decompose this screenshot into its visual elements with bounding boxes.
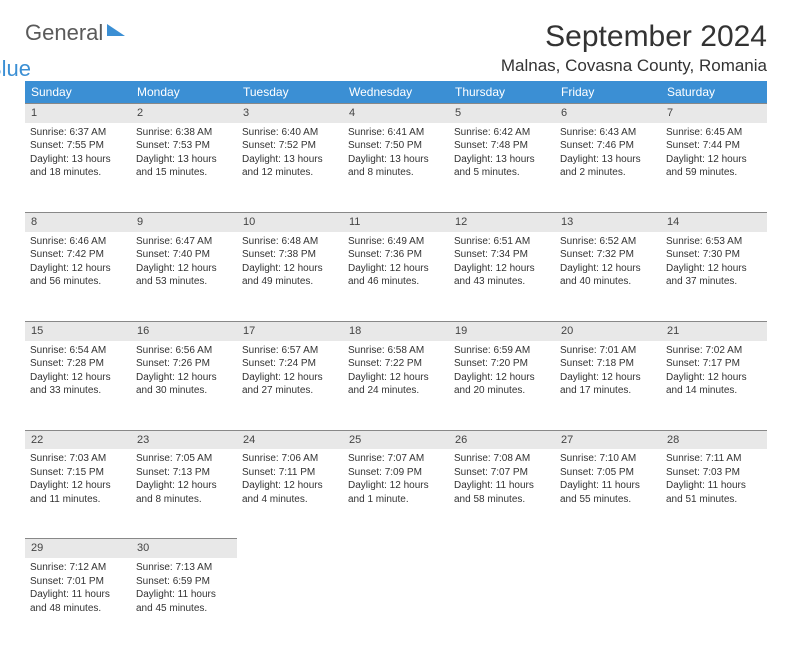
daynum: 29 [25,539,131,558]
day-cell: Sunrise: 7:13 AMSunset: 6:59 PMDaylight:… [131,558,237,647]
day-cell: Sunrise: 6:53 AMSunset: 7:30 PMDaylight:… [661,232,767,322]
weekday-header: Sunday [25,81,131,104]
daynum-empty [343,539,449,558]
logo-text-main: General [25,20,103,46]
day-cell: Sunrise: 6:52 AMSunset: 7:32 PMDaylight:… [555,232,661,322]
daynum: 1 [25,104,131,123]
day-cell: Sunrise: 6:43 AMSunset: 7:46 PMDaylight:… [555,123,661,213]
daynum: 23 [131,430,237,449]
content-row: Sunrise: 7:03 AMSunset: 7:15 PMDaylight:… [25,449,767,539]
daynum: 11 [343,212,449,231]
daynum: 17 [237,321,343,340]
header: General Blue September 2024 Malnas, Cova… [25,20,767,76]
daynum: 26 [449,430,555,449]
weekday-header: Thursday [449,81,555,104]
day-cell: Sunrise: 7:10 AMSunset: 7:05 PMDaylight:… [555,449,661,539]
daynum: 7 [661,104,767,123]
day-cell: Sunrise: 6:47 AMSunset: 7:40 PMDaylight:… [131,232,237,322]
daynum: 5 [449,104,555,123]
day-cell: Sunrise: 6:46 AMSunset: 7:42 PMDaylight:… [25,232,131,322]
content-row: Sunrise: 6:54 AMSunset: 7:28 PMDaylight:… [25,341,767,431]
day-cell: Sunrise: 6:51 AMSunset: 7:34 PMDaylight:… [449,232,555,322]
daynum: 22 [25,430,131,449]
daynum-row: 2930 [25,539,767,558]
day-cell: Sunrise: 6:41 AMSunset: 7:50 PMDaylight:… [343,123,449,213]
day-cell: Sunrise: 6:48 AMSunset: 7:38 PMDaylight:… [237,232,343,322]
logo-icon [107,24,125,36]
day-cell: Sunrise: 6:45 AMSunset: 7:44 PMDaylight:… [661,123,767,213]
daynum: 12 [449,212,555,231]
daynum: 8 [25,212,131,231]
daynum: 20 [555,321,661,340]
day-cell: Sunrise: 7:02 AMSunset: 7:17 PMDaylight:… [661,341,767,431]
daynum-empty [237,539,343,558]
daynum: 9 [131,212,237,231]
day-cell: Sunrise: 6:59 AMSunset: 7:20 PMDaylight:… [449,341,555,431]
daynum: 3 [237,104,343,123]
daynum: 24 [237,430,343,449]
daynum: 19 [449,321,555,340]
daynum-empty [555,539,661,558]
day-cell: Sunrise: 7:08 AMSunset: 7:07 PMDaylight:… [449,449,555,539]
day-cell: Sunrise: 6:42 AMSunset: 7:48 PMDaylight:… [449,123,555,213]
daynum-row: 15161718192021 [25,321,767,340]
cell-empty [343,558,449,647]
cell-empty [449,558,555,647]
daynum-row: 1234567 [25,104,767,123]
day-cell: Sunrise: 7:05 AMSunset: 7:13 PMDaylight:… [131,449,237,539]
daynum: 15 [25,321,131,340]
content-row: Sunrise: 6:37 AMSunset: 7:55 PMDaylight:… [25,123,767,213]
daynum-empty [449,539,555,558]
calendar-table: SundayMondayTuesdayWednesdayThursdayFrid… [25,81,767,647]
day-cell: Sunrise: 6:58 AMSunset: 7:22 PMDaylight:… [343,341,449,431]
title-block: September 2024 Malnas, Covasna County, R… [501,20,767,76]
cell-empty [237,558,343,647]
day-cell: Sunrise: 7:07 AMSunset: 7:09 PMDaylight:… [343,449,449,539]
weekday-header: Tuesday [237,81,343,104]
day-cell: Sunrise: 7:06 AMSunset: 7:11 PMDaylight:… [237,449,343,539]
daynum: 27 [555,430,661,449]
cell-empty [661,558,767,647]
daynum: 10 [237,212,343,231]
logo-text-sub: Blue [0,56,31,81]
daynum: 4 [343,104,449,123]
day-cell: Sunrise: 7:03 AMSunset: 7:15 PMDaylight:… [25,449,131,539]
daynum: 16 [131,321,237,340]
month-title: September 2024 [501,20,767,54]
daynum: 6 [555,104,661,123]
daynum: 13 [555,212,661,231]
day-cell: Sunrise: 6:54 AMSunset: 7:28 PMDaylight:… [25,341,131,431]
day-cell: Sunrise: 7:01 AMSunset: 7:18 PMDaylight:… [555,341,661,431]
content-row: Sunrise: 6:46 AMSunset: 7:42 PMDaylight:… [25,232,767,322]
calendar-body: 1234567Sunrise: 6:37 AMSunset: 7:55 PMDa… [25,104,767,647]
daynum: 18 [343,321,449,340]
daynum: 28 [661,430,767,449]
day-cell: Sunrise: 6:37 AMSunset: 7:55 PMDaylight:… [25,123,131,213]
logo: General Blue [25,20,125,72]
daynum-row: 22232425262728 [25,430,767,449]
daynum-empty [661,539,767,558]
day-cell: Sunrise: 6:38 AMSunset: 7:53 PMDaylight:… [131,123,237,213]
weekday-header: Saturday [661,81,767,104]
weekday-header: Friday [555,81,661,104]
weekday-header: Monday [131,81,237,104]
daynum: 25 [343,430,449,449]
day-cell: Sunrise: 6:40 AMSunset: 7:52 PMDaylight:… [237,123,343,213]
weekday-header-row: SundayMondayTuesdayWednesdayThursdayFrid… [25,81,767,104]
daynum: 21 [661,321,767,340]
day-cell: Sunrise: 6:57 AMSunset: 7:24 PMDaylight:… [237,341,343,431]
day-cell: Sunrise: 6:49 AMSunset: 7:36 PMDaylight:… [343,232,449,322]
day-cell: Sunrise: 7:11 AMSunset: 7:03 PMDaylight:… [661,449,767,539]
day-cell: Sunrise: 7:12 AMSunset: 7:01 PMDaylight:… [25,558,131,647]
cell-empty [555,558,661,647]
daynum: 30 [131,539,237,558]
location: Malnas, Covasna County, Romania [501,56,767,76]
content-row: Sunrise: 7:12 AMSunset: 7:01 PMDaylight:… [25,558,767,647]
daynum: 14 [661,212,767,231]
day-cell: Sunrise: 6:56 AMSunset: 7:26 PMDaylight:… [131,341,237,431]
daynum-row: 891011121314 [25,212,767,231]
daynum: 2 [131,104,237,123]
weekday-header: Wednesday [343,81,449,104]
